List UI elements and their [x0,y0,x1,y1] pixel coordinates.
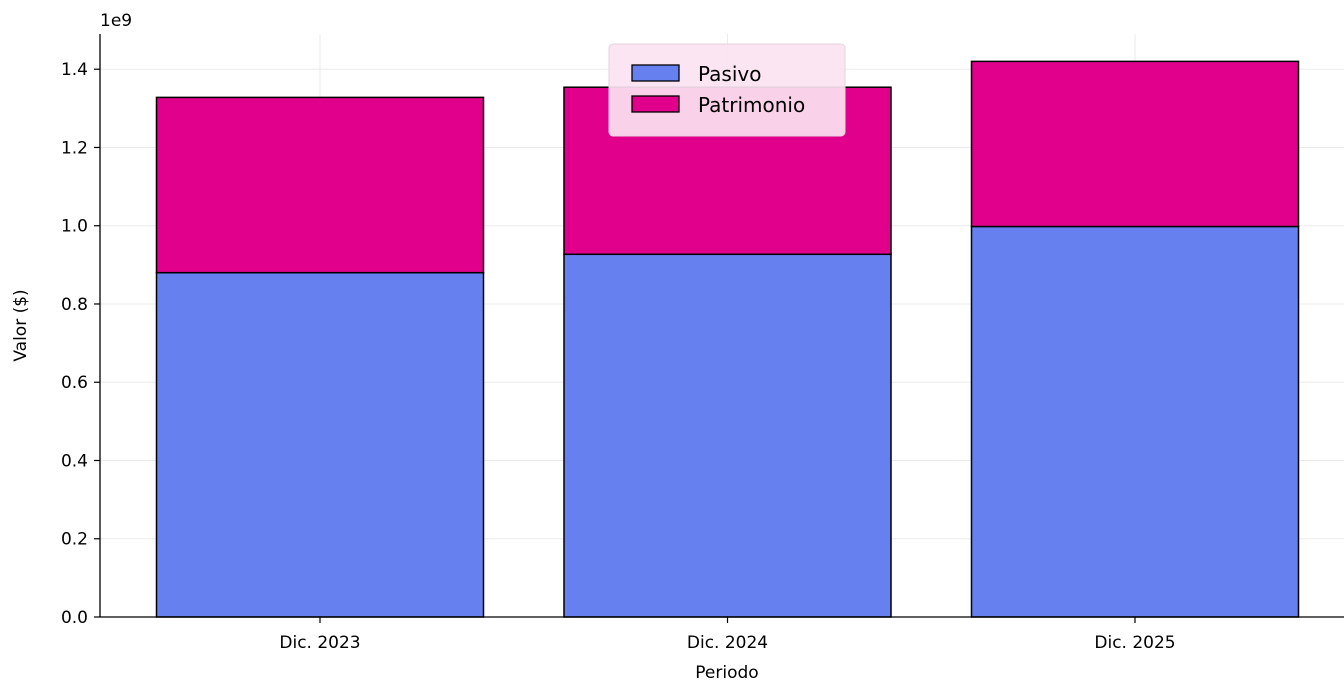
legend-box [608,43,846,137]
x-axis-label: Periodo [695,663,758,681]
legend-label-patrimonio: Patrimonio [698,93,805,117]
bar-patrimonio-2 [970,60,1300,228]
legend-swatch-pasivo [631,64,680,82]
y-tick-label: 0.4 [61,451,88,471]
x-ticks: Dic. 2023 Dic. 2024 Dic. 2025 [279,617,1176,653]
bar-patrimonio-0 [155,96,485,274]
y-tick-label: 0.6 [61,373,88,393]
y-tick-label: 0.8 [61,295,88,315]
y-axis-label: Valor ($) [11,289,31,361]
y-tick-label: 1.4 [61,60,88,80]
y-tick-label: 0.2 [61,530,88,550]
y-tick-label: 1.2 [61,138,88,158]
y-tick-label: 1.0 [61,217,88,237]
y-offset-label: 1e9 [100,11,132,31]
legend-label-pasivo: Pasivo [698,62,761,86]
y-tick-label: 0.0 [61,608,88,628]
bar-pasivo-2 [970,225,1300,618]
y-ticks: 0.0 0.2 0.4 0.6 0.8 1.0 1.2 1.4 [61,60,100,628]
x-tick-label: Dic. 2023 [279,633,360,653]
bars [155,60,1300,618]
bar-pasivo-0 [155,271,485,618]
x-tick-label: Dic. 2025 [1094,633,1175,653]
x-tick-label: Dic. 2024 [687,633,768,653]
bar-pasivo-1 [563,253,892,618]
legend: Pasivo Patrimonio [608,43,846,137]
axes [99,34,1344,618]
legend-swatch-patrimonio [631,95,680,113]
